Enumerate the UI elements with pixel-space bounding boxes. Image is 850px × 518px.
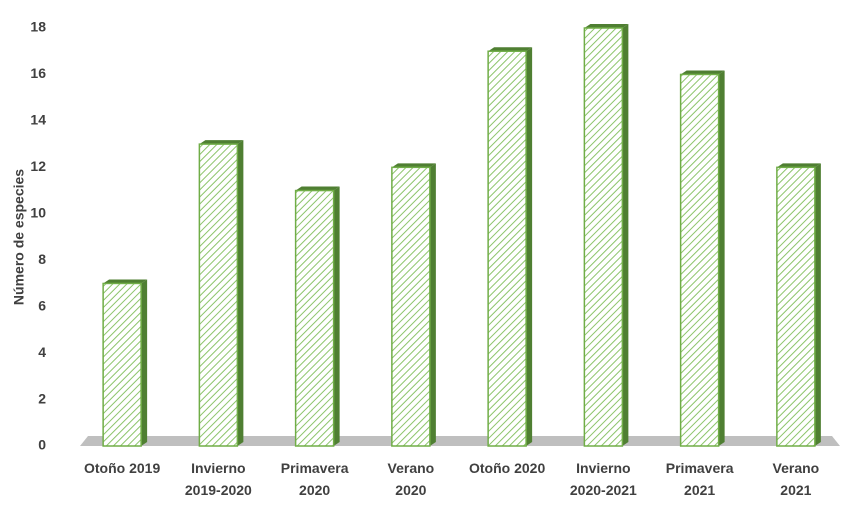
bar-side: [526, 47, 533, 446]
y-tick-label: 12: [30, 158, 46, 174]
x-tick-label: Invierno 2020-2021: [569, 460, 637, 498]
x-tick-label: Otoño 2020: [469, 460, 546, 476]
bar-face: [102, 282, 142, 447]
x-tick-label: Primavera 2021: [665, 460, 734, 498]
bar-face: [391, 166, 431, 447]
y-tick-label: 14: [30, 112, 46, 128]
bar-side: [237, 140, 244, 446]
bar-side: [814, 163, 821, 447]
x-tick-label: Verano 2020: [387, 460, 435, 498]
x-tick-label: Otoño 2019: [84, 460, 161, 476]
bar-top: [488, 47, 533, 52]
y-tick-label: 10: [30, 204, 46, 220]
bar-top: [391, 163, 436, 168]
bar-face: [679, 73, 720, 447]
y-tick-label: 18: [30, 19, 46, 35]
x-tick-label: Verano 2021: [772, 460, 820, 498]
bar-side: [622, 24, 629, 446]
bar-top: [103, 279, 148, 284]
bar-top: [680, 70, 725, 75]
y-tick-label: 0: [38, 437, 46, 453]
bar-face: [294, 189, 335, 447]
bar: [776, 163, 821, 447]
y-tick-label: 16: [30, 65, 46, 81]
bar-top: [776, 163, 821, 168]
floor: [80, 436, 840, 446]
bar-side: [429, 163, 436, 447]
bar: [679, 70, 725, 447]
y-tick-label: 2: [38, 390, 46, 406]
y-tick-label: 8: [38, 251, 46, 267]
bar: [583, 24, 629, 447]
bar-face: [198, 143, 239, 447]
y-axis-title: Número de especies: [11, 169, 27, 305]
bar-side: [333, 186, 340, 447]
y-tick-label: 4: [38, 344, 46, 360]
x-tick-label: Primavera 2020: [280, 460, 349, 498]
bar: [391, 163, 436, 447]
bar-top: [199, 140, 244, 145]
bar: [102, 279, 148, 447]
bar-top: [584, 24, 629, 28]
x-tick-label: Invierno 2019-2020: [184, 460, 252, 498]
bar-face: [583, 27, 624, 447]
bar-face: [776, 166, 816, 447]
bar-side: [718, 70, 725, 446]
y-tick-label: 6: [38, 297, 46, 313]
bar: [294, 186, 340, 447]
bar: [198, 140, 244, 447]
bar: [487, 47, 533, 447]
bar-side: [141, 279, 148, 446]
bar-face: [487, 50, 527, 447]
bar-top: [295, 186, 340, 191]
